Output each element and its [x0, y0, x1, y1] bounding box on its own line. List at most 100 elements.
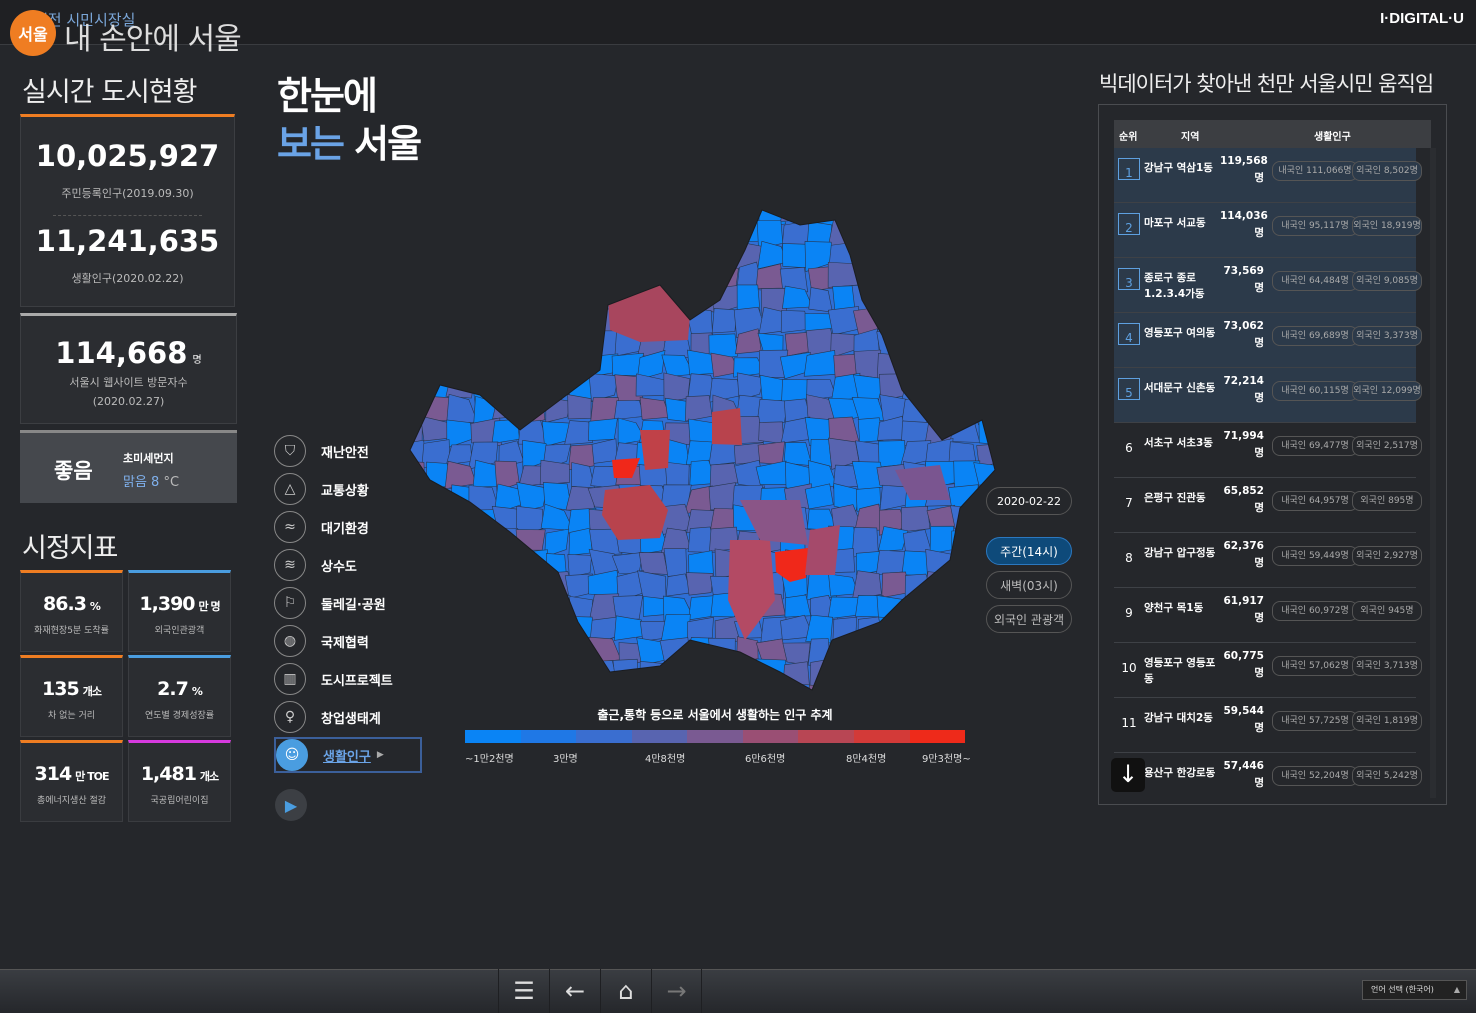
header-population: 생활인구: [1314, 132, 1351, 143]
seoul-population-map[interactable]: [400, 200, 1010, 700]
district-cell: [636, 349, 666, 381]
menu-item-1[interactable]: ⛉ 재난안전: [274, 435, 424, 467]
district-cell: [972, 283, 995, 313]
mode-daytime-button[interactable]: 주간(14시): [986, 537, 1072, 565]
indicator-card[interactable]: 86.3% 화재현장5분 도착률: [20, 570, 123, 652]
menu-item-5[interactable]: ⚐ 둘레길·공원: [274, 587, 424, 619]
district-cell: [542, 218, 574, 247]
district-cell: [472, 220, 497, 248]
total-population: 114,036 명: [1220, 210, 1268, 239]
region-name: 강남구 역삼1동: [1144, 162, 1213, 174]
district-cell: [410, 308, 425, 333]
district-cell: [520, 242, 549, 271]
ranking-row[interactable]: 11 강남구 대치2동 59,544 명 내국인 57,725명 외국인 1,81…: [1114, 698, 1422, 753]
play-button[interactable]: ▶: [275, 789, 307, 821]
menu-label: 둘레길·공원: [321, 597, 386, 613]
district-cell: [857, 637, 882, 664]
back-button[interactable]: ←: [549, 969, 600, 1013]
scroll-down-button[interactable]: ↓: [1111, 758, 1145, 792]
menu-item-9[interactable]: ☺ 생활인구 ▶: [274, 737, 422, 773]
district-cell: [567, 210, 593, 222]
district-cell: [877, 636, 906, 663]
legend-swatch: [687, 730, 743, 743]
district-cell: [711, 308, 738, 334]
date-pill[interactable]: 2020-02-22: [986, 487, 1072, 515]
district-cell: [544, 528, 570, 558]
district-cell: [1001, 463, 1010, 489]
forward-button[interactable]: →: [651, 969, 702, 1013]
foreign-population: 외국인 5,242명: [1352, 766, 1422, 786]
ranking-row[interactable]: 3 종로구 종로1.2.3.4가동 73,569 명 내국인 64,484명 외국…: [1114, 258, 1422, 313]
district-cell: [927, 220, 956, 246]
district-cell: [444, 683, 474, 690]
language-select[interactable]: 언어 선택 (한국어) ▲: [1362, 980, 1467, 1000]
indicator-card[interactable]: 314 만 TOE 총에너지생산 절감: [20, 740, 123, 822]
district-cell: [468, 331, 502, 357]
menu-item-6[interactable]: ◍ 국제협력: [274, 625, 424, 657]
ranking-row[interactable]: 7 은평구 진관동 65,852 명 내국인 64,957명 외국인 895명: [1114, 478, 1422, 533]
indicator-card[interactable]: 1,481 개소 국공립어린이집: [128, 740, 231, 822]
domestic-population: 내국인 60,115명: [1272, 381, 1358, 401]
indicator-card[interactable]: 1,390 만 명 외국인관광객: [128, 570, 231, 652]
ranking-row[interactable]: 1 강남구 역삼1동 119,568 명 내국인 111,066명 외국인 8,5…: [1114, 148, 1422, 203]
indicator-card[interactable]: 135 개소 차 없는 거리: [20, 655, 123, 737]
ranking-scrollbar[interactable]: [1430, 148, 1436, 798]
air-quality-card: 좋음 초미세먼지 맑음 8 °C: [20, 430, 237, 503]
menu-item-4[interactable]: ≋ 상수도: [274, 549, 424, 581]
legend-title: 출근,통학 등으로 서울에서 생활하는 인구 추계: [597, 708, 833, 722]
home-button[interactable]: ⌂: [600, 969, 651, 1013]
district-cell: [421, 219, 453, 248]
rank-number: 1: [1118, 158, 1140, 180]
seoul-logo[interactable]: 서울: [10, 10, 56, 56]
living-population: 11,241,635: [35, 224, 220, 258]
district-cell: [757, 441, 785, 465]
ranking-row[interactable]: 5 서대문구 신촌동 72,214 명 내국인 60,115명 외국인 12,09…: [1114, 368, 1422, 423]
foreign-population: 외국인 8,502명: [1352, 161, 1422, 181]
district-cell: [758, 421, 784, 445]
district-cell: [997, 422, 1010, 444]
ranking-row[interactable]: 9 양천구 목1동 61,917 명 내국인 60,972명 외국인 945명: [1114, 588, 1422, 643]
brand-title[interactable]: 내 손안에 서울: [64, 22, 242, 57]
district-cell: [688, 287, 716, 313]
district-cell: [708, 681, 736, 690]
district-cell: [708, 240, 740, 270]
menu-item-7[interactable]: ▥ 도시프로젝트: [274, 663, 424, 695]
menu-item-8[interactable]: ♀ 창업생태계: [274, 701, 424, 733]
district-cell: [925, 210, 953, 227]
district-cell: [999, 307, 1010, 330]
district-cell: [567, 394, 592, 420]
district-cell: [612, 595, 644, 622]
domestic-population: 내국인 64,957명: [1272, 491, 1358, 511]
district-cell: [708, 637, 736, 668]
wind-icon: ≈: [274, 511, 306, 543]
total-population: 61,917 명: [1223, 595, 1264, 624]
ranking-row[interactable]: 4 영등포구 여의동 73,062 명 내국인 69,689명 외국인 3,373…: [1114, 313, 1422, 368]
district-cell: [613, 681, 643, 690]
ranking-row[interactable]: 10 영등포구 영등포동 60,775 명 내국인 57,062명 외국인 3,7…: [1114, 643, 1422, 698]
indicator-card[interactable]: 2.7% 연도별 경제성장률: [128, 655, 231, 737]
district-cell: [661, 659, 692, 685]
district-cell: [567, 286, 596, 313]
mode-foreign-tourist-button[interactable]: 외국인 관광객: [986, 605, 1072, 633]
menu-item-3[interactable]: ≈ 대기환경: [274, 511, 424, 543]
menu-label: 대기환경: [321, 521, 369, 537]
rank-number: 9: [1125, 606, 1133, 620]
district-cell: [949, 334, 983, 357]
visitors-label: 서울시 웹사이트 방문자수: [69, 376, 188, 389]
ranking-row[interactable]: 6 서초구 서초3동 71,994 명 내국인 69,477명 외국인 2,517…: [1114, 423, 1422, 478]
district-cell: [613, 210, 644, 228]
ranking-row[interactable]: 8 강남구 압구정동 62,376 명 내국인 59,449명 외국인 2,927…: [1114, 533, 1422, 588]
map-districts: [410, 210, 1010, 690]
menu-button[interactable]: ☰: [498, 969, 549, 1013]
district-cell: [613, 400, 645, 420]
region-name: 은평구 진관동: [1144, 492, 1206, 504]
ranking-row[interactable]: 2 마포구 서교동 114,036 명 내국인 95,117명 외국인 18,91…: [1114, 203, 1422, 258]
district-cell: [878, 616, 905, 642]
district-cell: [852, 664, 885, 686]
district-cell: [666, 217, 694, 249]
district-cell: [446, 243, 477, 271]
district-cell: [450, 638, 479, 666]
menu-item-2[interactable]: △ 교통상황: [274, 473, 424, 505]
mode-dawn-button[interactable]: 새벽(03시): [986, 571, 1072, 599]
